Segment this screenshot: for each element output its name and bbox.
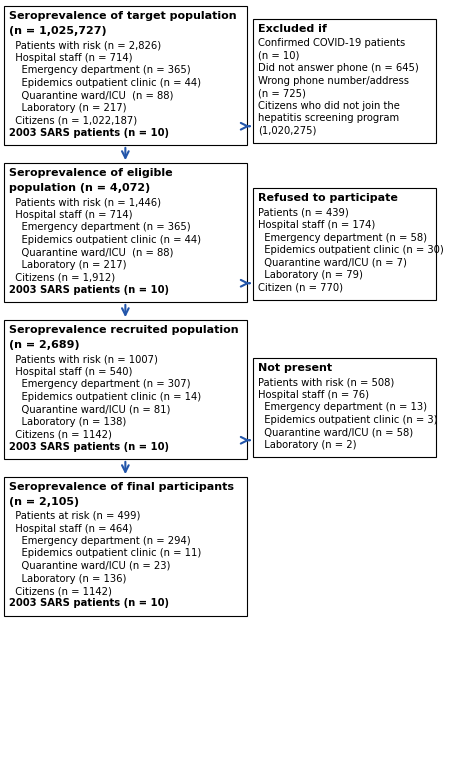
Text: hepatitis screening program: hepatitis screening program	[258, 113, 399, 123]
Text: Seroprevalence of final participants: Seroprevalence of final participants	[9, 482, 234, 492]
Text: Quarantine ward/ICU (n = 81): Quarantine ward/ICU (n = 81)	[9, 404, 171, 414]
Text: Citizens (n = 1,912): Citizens (n = 1,912)	[9, 272, 115, 282]
Text: Seroprevalence recruited population: Seroprevalence recruited population	[9, 325, 239, 335]
Text: Hospital staff (n = 76): Hospital staff (n = 76)	[258, 390, 369, 400]
Text: 2003 SARS patients (n = 10): 2003 SARS patients (n = 10)	[9, 442, 169, 452]
Text: Laboratory (n = 2): Laboratory (n = 2)	[258, 439, 356, 449]
Text: population (n = 4,072): population (n = 4,072)	[9, 182, 151, 192]
Text: Did not answer phone (n = 645): Did not answer phone (n = 645)	[258, 63, 419, 73]
Text: Epidemics outpatient clinic (n = 11): Epidemics outpatient clinic (n = 11)	[9, 548, 201, 559]
Text: Quarantine ward/ICU (n = 58): Quarantine ward/ICU (n = 58)	[258, 427, 413, 437]
Text: Seroprevalence of target population: Seroprevalence of target population	[9, 11, 237, 21]
Text: Epidemics outpatient clinic (n = 44): Epidemics outpatient clinic (n = 44)	[9, 77, 201, 87]
Text: 2003 SARS patients (n = 10): 2003 SARS patients (n = 10)	[9, 284, 169, 294]
Text: (1,020,275): (1,020,275)	[258, 125, 317, 136]
Text: 2003 SARS patients (n = 10): 2003 SARS patients (n = 10)	[9, 128, 169, 138]
Text: Quarantine ward/ICU (n = 23): Quarantine ward/ICU (n = 23)	[9, 561, 171, 571]
Text: Hospital staff (n = 540): Hospital staff (n = 540)	[9, 366, 133, 376]
Text: Hospital staff (n = 174): Hospital staff (n = 174)	[258, 220, 375, 230]
Text: Laboratory (n = 217): Laboratory (n = 217)	[9, 103, 127, 112]
Text: (n = 2,105): (n = 2,105)	[9, 496, 80, 506]
Text: Wrong phone number/address: Wrong phone number/address	[258, 76, 409, 86]
Text: Epidemics outpatient clinic (n = 14): Epidemics outpatient clinic (n = 14)	[9, 392, 201, 401]
Text: Citizens who did not join the: Citizens who did not join the	[258, 100, 400, 111]
Bar	[4, 320, 247, 459]
Text: Emergency department (n = 294): Emergency department (n = 294)	[9, 536, 191, 546]
Text: (n = 725): (n = 725)	[258, 88, 306, 98]
Text: (n = 1,025,727): (n = 1,025,727)	[9, 26, 107, 36]
Text: Quarantine ward/ICU  (n = 88): Quarantine ward/ICU (n = 88)	[9, 90, 173, 100]
Text: Hospital staff (n = 464): Hospital staff (n = 464)	[9, 523, 133, 534]
Text: Patients with risk (n = 1,446): Patients with risk (n = 1,446)	[9, 197, 161, 207]
Text: Emergency department (n = 307): Emergency department (n = 307)	[9, 379, 191, 389]
Text: Emergency department (n = 13): Emergency department (n = 13)	[258, 402, 427, 412]
Text: Patients at risk (n = 499): Patients at risk (n = 499)	[9, 511, 141, 521]
Text: Hospital staff (n = 714): Hospital staff (n = 714)	[9, 52, 133, 62]
Text: (n = 10): (n = 10)	[258, 51, 300, 61]
Text: Hospital staff (n = 714): Hospital staff (n = 714)	[9, 210, 133, 220]
Text: Laboratory (n = 136): Laboratory (n = 136)	[9, 573, 127, 583]
Bar	[253, 188, 437, 300]
Text: Citizens (n = 1142): Citizens (n = 1142)	[9, 586, 112, 596]
Bar	[4, 477, 247, 616]
Text: Not present: Not present	[258, 362, 332, 372]
Text: Citizens (n = 1,022,187): Citizens (n = 1,022,187)	[9, 115, 137, 125]
Text: Confirmed COVID-19 patients: Confirmed COVID-19 patients	[258, 38, 405, 48]
Bar	[253, 358, 437, 457]
Text: 2003 SARS patients (n = 10): 2003 SARS patients (n = 10)	[9, 598, 169, 608]
Text: Quarantine ward/ICU (n = 7): Quarantine ward/ICU (n = 7)	[258, 258, 407, 267]
Text: Patients with risk (n = 1007): Patients with risk (n = 1007)	[9, 354, 158, 364]
Text: (n = 2,689): (n = 2,689)	[9, 340, 80, 350]
Bar	[4, 6, 247, 145]
Text: Citizen (n = 770): Citizen (n = 770)	[258, 283, 343, 292]
Text: Patients with risk (n = 2,826): Patients with risk (n = 2,826)	[9, 40, 162, 50]
Text: Patients (n = 439): Patients (n = 439)	[258, 207, 349, 217]
Text: Epidemics outpatient clinic (n = 44): Epidemics outpatient clinic (n = 44)	[9, 234, 201, 245]
Text: Quarantine ward/ICU  (n = 88): Quarantine ward/ICU (n = 88)	[9, 247, 173, 257]
Text: Refused to participate: Refused to participate	[258, 193, 398, 203]
Bar	[4, 163, 247, 302]
Text: Epidemics outpatient clinic (n = 30): Epidemics outpatient clinic (n = 30)	[258, 245, 444, 255]
Text: Citizens (n = 1142): Citizens (n = 1142)	[9, 429, 112, 439]
Text: Excluded if: Excluded if	[258, 23, 327, 33]
Text: Laboratory (n = 217): Laboratory (n = 217)	[9, 259, 127, 270]
Text: Laboratory (n = 138): Laboratory (n = 138)	[9, 417, 127, 426]
Bar	[253, 19, 437, 143]
Text: Laboratory (n = 79): Laboratory (n = 79)	[258, 270, 363, 280]
Text: Emergency department (n = 365): Emergency department (n = 365)	[9, 222, 191, 232]
Text: Epidemics outpatient clinic (n = 3): Epidemics outpatient clinic (n = 3)	[258, 414, 438, 425]
Text: Seroprevalence of eligible: Seroprevalence of eligible	[9, 168, 173, 178]
Text: Patients with risk (n = 508): Patients with risk (n = 508)	[258, 377, 394, 387]
Text: Emergency department (n = 58): Emergency department (n = 58)	[258, 232, 427, 242]
Text: Emergency department (n = 365): Emergency department (n = 365)	[9, 65, 191, 75]
